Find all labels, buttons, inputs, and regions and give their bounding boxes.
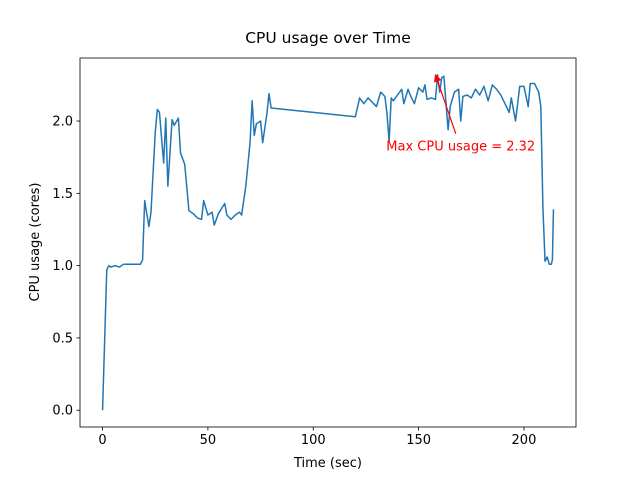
chart-title: CPU usage over Time [245, 29, 411, 47]
x-tick-label: 200 [512, 433, 537, 448]
annotation-text: Max CPU usage = 2.32 [386, 140, 535, 155]
plot-frame [79, 57, 577, 428]
x-axis-label: Time (sec) [293, 456, 362, 471]
data-line [101, 74, 555, 411]
y-tick-label: 1.5 [52, 187, 73, 202]
annotation-arrow [433, 73, 457, 134]
x-tick-label: 0 [98, 433, 106, 448]
y-tick-label: 1.0 [52, 259, 73, 274]
x-tick-label: 150 [406, 433, 431, 448]
y-tick-label: 2.0 [52, 115, 73, 130]
x-tick-label: 50 [200, 433, 217, 448]
x-tick-label: 100 [301, 433, 326, 448]
y-tick-label: 0.5 [52, 331, 73, 346]
y-tick-label: 0.0 [52, 404, 73, 419]
y-axis-label: CPU usage (cores) [28, 183, 43, 302]
